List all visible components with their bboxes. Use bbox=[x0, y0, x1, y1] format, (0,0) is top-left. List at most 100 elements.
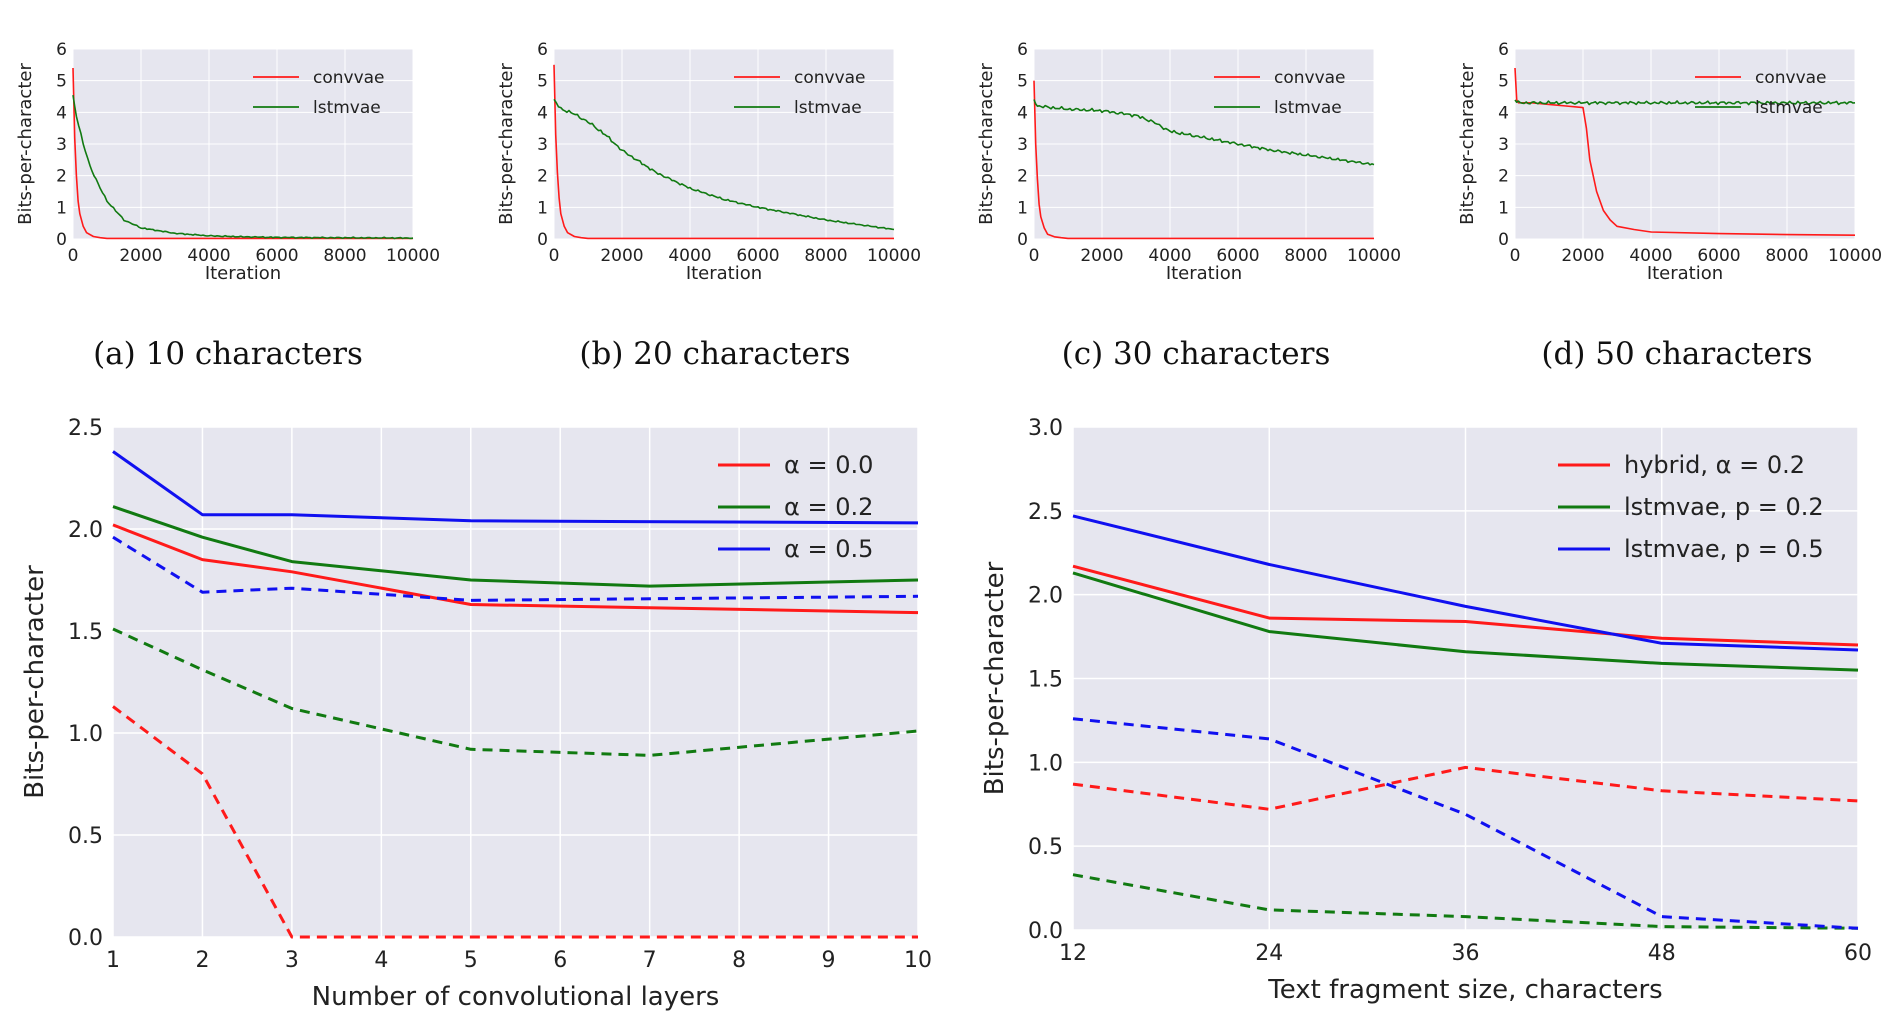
y-tick-label: 3 bbox=[1017, 135, 1028, 155]
series-line-green-solid bbox=[1072, 571, 1859, 672]
x-tick-label: 10000 bbox=[1347, 246, 1401, 266]
y-axis-label: Bits-per-character bbox=[980, 561, 1010, 795]
y-tick-label: 1.5 bbox=[68, 620, 103, 645]
x-tick-label: 6000 bbox=[1697, 246, 1740, 266]
chart-d: 0 2000 4000 6000 8000 10000 0 1 2 3 4 5 6 convvae lstm… bbox=[1457, 40, 1882, 372]
y-tick-label: 6 bbox=[1498, 40, 1509, 60]
x-tick-label: 9 bbox=[822, 948, 836, 973]
y-tick-label: 5 bbox=[537, 72, 548, 92]
y-tick-label: 1.0 bbox=[1028, 751, 1063, 776]
x-tick-label: 10 bbox=[904, 948, 932, 973]
y-tick-label: 0 bbox=[1017, 230, 1028, 250]
x-tick-label: 2000 bbox=[600, 246, 643, 266]
x-tick-label: 10000 bbox=[386, 246, 440, 266]
y-tick-label: 2 bbox=[537, 167, 548, 187]
y-axis-label: Bits-per-character bbox=[15, 63, 36, 225]
series-line-red-solid bbox=[112, 523, 919, 615]
y-tick-label: 4 bbox=[56, 103, 67, 123]
y-tick-label: 1 bbox=[1498, 198, 1509, 218]
x-tick-label: 8000 bbox=[804, 246, 847, 266]
y-tick-label: 3.0 bbox=[1028, 416, 1063, 441]
y-tick-label: 2 bbox=[1498, 167, 1509, 187]
y-axis-label: Bits-per-character bbox=[20, 565, 50, 799]
x-tick-label: 10000 bbox=[1828, 246, 1882, 266]
chart-b: 0 2000 4000 6000 8000 10000 0 1 2 3 4 5 6 convvae lstm… bbox=[496, 40, 921, 372]
series-line-red-solid bbox=[1033, 80, 1374, 240]
legend-label: lstmvae, p = 0.5 bbox=[1624, 535, 1824, 563]
y-tick-label: 2.5 bbox=[1028, 500, 1063, 525]
x-tick-label: 10000 bbox=[867, 246, 921, 266]
series-line-red-solid bbox=[1514, 67, 1856, 236]
series-line-green-solid bbox=[1514, 99, 1856, 106]
chart-f: 12 24 36 48 60 0.0 0.5 1.0 1.5 2.0 2.5 3.0 hybrid, α… bbox=[980, 416, 1872, 1005]
subfigure-caption: (d) 50 characters bbox=[1541, 336, 1812, 372]
legend-label: convvae bbox=[1274, 68, 1346, 88]
y-tick-label: 0.5 bbox=[1028, 835, 1063, 860]
y-tick-label: 1.5 bbox=[1028, 668, 1063, 693]
x-tick-label: 8 bbox=[732, 948, 746, 973]
plot-area bbox=[113, 427, 918, 937]
series-line-green-solid bbox=[553, 98, 895, 231]
y-tick-label: 3 bbox=[1498, 135, 1509, 155]
y-axis-label: Bits-per-character bbox=[1457, 63, 1478, 225]
y-tick-label: 1 bbox=[1017, 198, 1028, 218]
y-tick-label: 2.0 bbox=[1028, 584, 1063, 609]
legend-label: lstmvae, p = 0.2 bbox=[1624, 493, 1824, 521]
x-tick-label: 4000 bbox=[187, 246, 230, 266]
series-line-green-dashed bbox=[112, 627, 919, 757]
x-tick-label: 60 bbox=[1844, 941, 1872, 966]
y-tick-label: 6 bbox=[537, 40, 548, 60]
subfigure-caption: (b) 20 characters bbox=[579, 336, 850, 372]
y-tick-label: 0 bbox=[1498, 230, 1509, 250]
x-tick-label: 4 bbox=[374, 948, 388, 973]
y-tick-label: 0 bbox=[537, 230, 548, 250]
x-tick-label: 2000 bbox=[1561, 246, 1604, 266]
x-axis-label: Iteration bbox=[686, 263, 762, 284]
x-tick-label: 4000 bbox=[1629, 246, 1672, 266]
x-tick-label: 0 bbox=[1029, 246, 1040, 266]
x-tick-label: 8000 bbox=[1284, 246, 1327, 266]
series-line-red-dashed bbox=[112, 705, 918, 939]
y-tick-label: 4 bbox=[1498, 103, 1509, 123]
x-tick-label: 36 bbox=[1452, 941, 1480, 966]
y-tick-label: 2.5 bbox=[68, 416, 103, 441]
x-tick-label: 48 bbox=[1648, 941, 1676, 966]
chart-a: 0 2000 4000 6000 8000 10000 0 1 2 3 4 5 6 convvae lstm… bbox=[15, 40, 440, 372]
series-line-red-solid bbox=[72, 67, 413, 240]
series-line-red-dashed bbox=[1072, 765, 1859, 811]
y-tick-label: 1 bbox=[56, 198, 67, 218]
legend-label: lstmvae bbox=[313, 98, 381, 118]
legend-label: α = 0.0 bbox=[784, 451, 873, 479]
y-tick-label: 0.0 bbox=[68, 926, 103, 951]
subfigure-caption: (a) 10 characters bbox=[93, 336, 363, 372]
y-tick-label: 6 bbox=[56, 40, 67, 60]
y-tick-label: 3 bbox=[56, 135, 67, 155]
x-tick-label: 24 bbox=[1255, 941, 1283, 966]
chart-e: 1 2 3 4 5 6 7 8 9 10 0.0 0.5 1.0 1.5 2.0 2.5 α = 0.0 α = … bbox=[20, 416, 932, 1012]
series-line-red-solid bbox=[1072, 564, 1859, 647]
legend-label: lstmvae bbox=[1274, 98, 1342, 118]
x-tick-label: 7 bbox=[643, 948, 657, 973]
x-axis-label: Number of convolutional layers bbox=[312, 982, 720, 1012]
series-line-blue-solid bbox=[112, 450, 919, 525]
subfigure-caption: (c) 30 characters bbox=[1062, 336, 1331, 372]
legend-label: α = 0.5 bbox=[784, 535, 873, 563]
series-line-green-solid bbox=[72, 94, 414, 240]
legend-label: convvae bbox=[794, 68, 866, 88]
x-tick-label: 0 bbox=[1510, 246, 1521, 266]
y-tick-label: 0.0 bbox=[1028, 919, 1063, 944]
y-tick-label: 2 bbox=[56, 167, 67, 187]
series-line-red-solid bbox=[553, 64, 894, 240]
y-axis-label: Bits-per-character bbox=[976, 63, 997, 225]
legend-label: convvae bbox=[313, 68, 385, 88]
x-tick-label: 2000 bbox=[119, 246, 162, 266]
x-tick-label: 5 bbox=[464, 948, 478, 973]
series-line-green-dashed bbox=[1072, 873, 1859, 930]
legend-label: lstmvae bbox=[1755, 98, 1823, 118]
y-tick-label: 1.0 bbox=[68, 722, 103, 747]
y-tick-label: 3 bbox=[537, 135, 548, 155]
y-tick-label: 6 bbox=[1017, 40, 1028, 60]
chart-c: 0 2000 4000 6000 8000 10000 0 1 2 3 4 5 6 convvae lstm… bbox=[976, 40, 1401, 372]
y-tick-label: 1 bbox=[537, 198, 548, 218]
